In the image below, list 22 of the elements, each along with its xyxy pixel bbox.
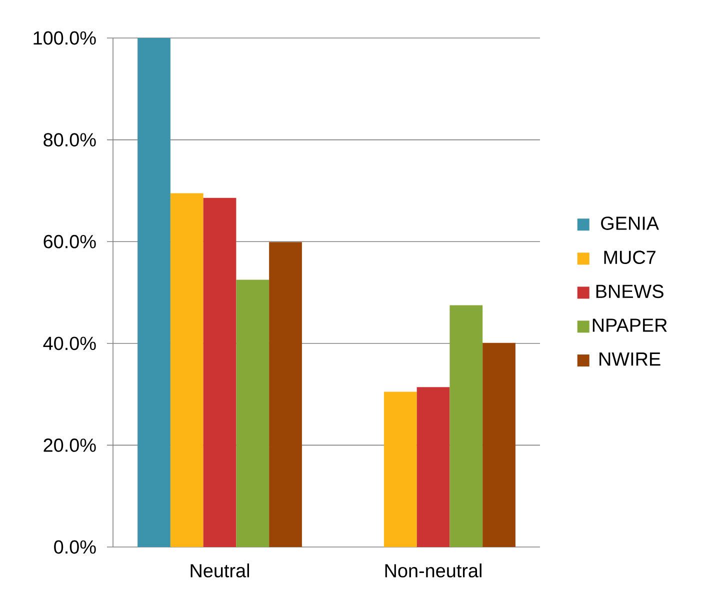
legend-label: NWIRE: [600, 352, 660, 366]
bar: [236, 280, 270, 547]
bar: [384, 392, 417, 547]
x-tick-label: Neutral: [190, 564, 249, 578]
legend-label: NPAPER: [592, 318, 667, 332]
bar: [203, 198, 236, 547]
y-tick-label: 20.0%: [44, 438, 96, 452]
x-tick-label: Non-neutral: [385, 564, 482, 578]
bar: [170, 193, 204, 547]
legend-label: GENIA: [601, 216, 659, 230]
legend-label: MUC7: [604, 250, 656, 264]
y-tick-label: 40.0%: [43, 336, 96, 350]
bar: [416, 387, 450, 547]
y-tick-label: 100.0%: [34, 31, 96, 45]
y-tick-label: 0.0%: [54, 540, 96, 554]
bar: [269, 242, 302, 547]
y-tick-label: 60.0%: [44, 234, 96, 248]
legend-label: BNEWS: [596, 284, 664, 298]
bar: [450, 305, 483, 547]
bar: [138, 38, 170, 547]
bar: [482, 342, 516, 547]
y-tick-label: 80.0%: [44, 133, 96, 146]
